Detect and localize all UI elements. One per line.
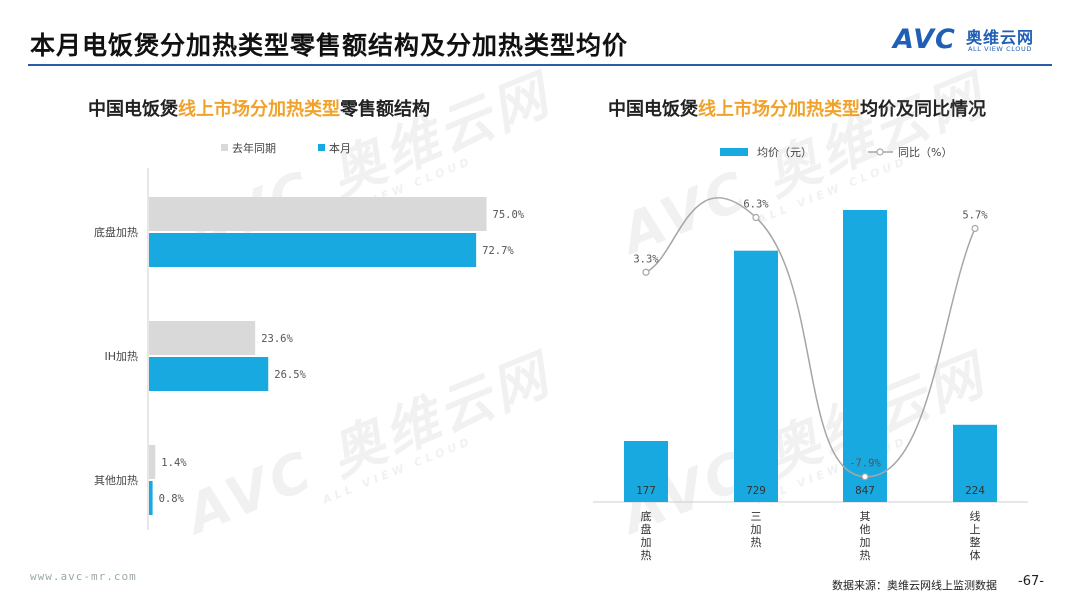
legend-swatch [720, 148, 748, 156]
bar [624, 440, 668, 502]
data-label: 177 [636, 484, 656, 497]
logo-en: ALL VIEW CLOUD [968, 45, 1032, 53]
legend-label: 同比（%） [898, 146, 952, 159]
bar [149, 233, 477, 267]
legend-label: 本月 [329, 141, 351, 155]
category-label: 底盘加热 [94, 225, 138, 239]
data-label: 847 [855, 484, 875, 497]
avc-logo: AVC 奥维云网 ALL VIEW CLOUD [893, 22, 1063, 58]
data-label: 72.7% [482, 245, 514, 257]
bar [149, 481, 153, 515]
bar [149, 357, 269, 391]
bar [149, 445, 156, 479]
data-label: 224 [965, 484, 985, 497]
footer-url[interactable]: www.avc-mr.com [30, 570, 137, 583]
category-label: 其他加热 [860, 510, 871, 562]
category-label: 三加热 [751, 510, 762, 549]
right-chart-title: 中国电饭煲线上市场分加热类型均价及同比情况 [608, 99, 986, 120]
data-label: 729 [746, 484, 766, 497]
line-point [642, 268, 650, 276]
category-label: 底盘加热 [641, 509, 652, 562]
data-label: 5.7% [962, 209, 988, 221]
data-label: 1.4% [161, 457, 187, 469]
logo-cn: 奥维云网 [966, 28, 1035, 47]
bar [953, 424, 997, 502]
data-label: 6.3% [743, 199, 769, 211]
data-label: 26.5% [274, 369, 306, 381]
category-label: IH加热 [104, 350, 138, 363]
line-point [861, 473, 869, 481]
category-label: 其他加热 [94, 474, 138, 487]
data-label: 23.6% [261, 333, 293, 345]
data-label: 0.8% [159, 493, 185, 505]
legend-label: 均价（元） [757, 146, 812, 159]
data-label: 3.3% [633, 253, 659, 265]
line-point [752, 213, 760, 222]
left-chart-title: 中国电饭煲线上市场分加热类型零售额结构 [88, 99, 430, 120]
title-rule [28, 64, 1052, 66]
bar [843, 210, 887, 502]
data-label: -7.9% [849, 458, 881, 470]
bar [149, 321, 256, 355]
bar [734, 250, 778, 502]
page-title: 本月电饭煲分加热类型零售额结构及分加热类型均价 [30, 31, 629, 60]
legend-marker [876, 148, 884, 156]
category-label: 线上整体 [970, 509, 981, 562]
data-label: 75.0% [493, 209, 525, 221]
bar [149, 197, 487, 231]
legend-swatch [318, 144, 325, 151]
series-line [645, 197, 976, 478]
legend-swatch [221, 144, 228, 151]
legend-label: 去年同期 [232, 141, 276, 155]
line-point [971, 224, 979, 233]
logo-mark: AVC [893, 24, 956, 55]
data-source: 数据来源：奥维云网线上监测数据 [832, 579, 997, 592]
page-number: -67- [1018, 574, 1044, 589]
